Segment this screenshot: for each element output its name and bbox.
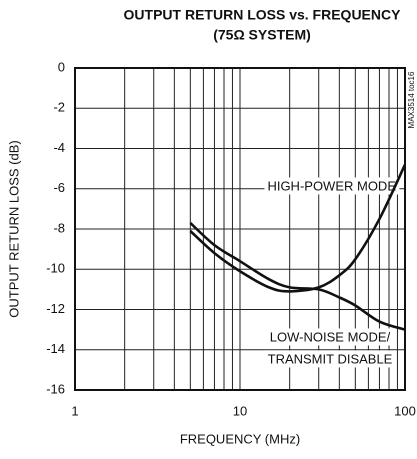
- y-tick-label: -16: [46, 381, 65, 396]
- series-line: [189, 222, 406, 331]
- figure-id: MAX3514 toc16: [407, 71, 416, 128]
- y-tick-label: -10: [46, 261, 65, 276]
- y-tick-label: -14: [46, 341, 65, 356]
- y-tick-label: 0: [58, 59, 65, 74]
- annotation: LOW-NOISE MODE/: [270, 329, 391, 344]
- annotation-background: [266, 328, 394, 346]
- plot-frame: [74, 67, 406, 391]
- y-tick-label: -12: [46, 301, 65, 316]
- chart-subtitle: (75Ω SYSTEM): [213, 27, 311, 43]
- y-tick-label: -6: [53, 180, 65, 195]
- series-line: [189, 164, 407, 293]
- y-axis-label: OUTPUT RETURN LOSS (dB): [6, 140, 21, 317]
- x-axis-label: FREQUENCY (MHz): [180, 431, 300, 446]
- y-tick-label: -4: [53, 140, 65, 155]
- annotation: HIGH-POWER MODE: [267, 178, 396, 193]
- annotation: TRANSMIT DISABLE: [268, 351, 393, 366]
- y-tick-label: -2: [53, 100, 65, 115]
- chart-title: OUTPUT RETURN LOSS vs. FREQUENCY: [124, 7, 402, 23]
- annotation-background: [264, 350, 396, 368]
- x-tick-label: 100: [394, 403, 416, 418]
- x-tick-label: 1: [71, 403, 78, 418]
- x-tick-label: 10: [233, 403, 247, 418]
- y-tick-label: -8: [53, 220, 65, 235]
- annotation-background: [264, 177, 400, 195]
